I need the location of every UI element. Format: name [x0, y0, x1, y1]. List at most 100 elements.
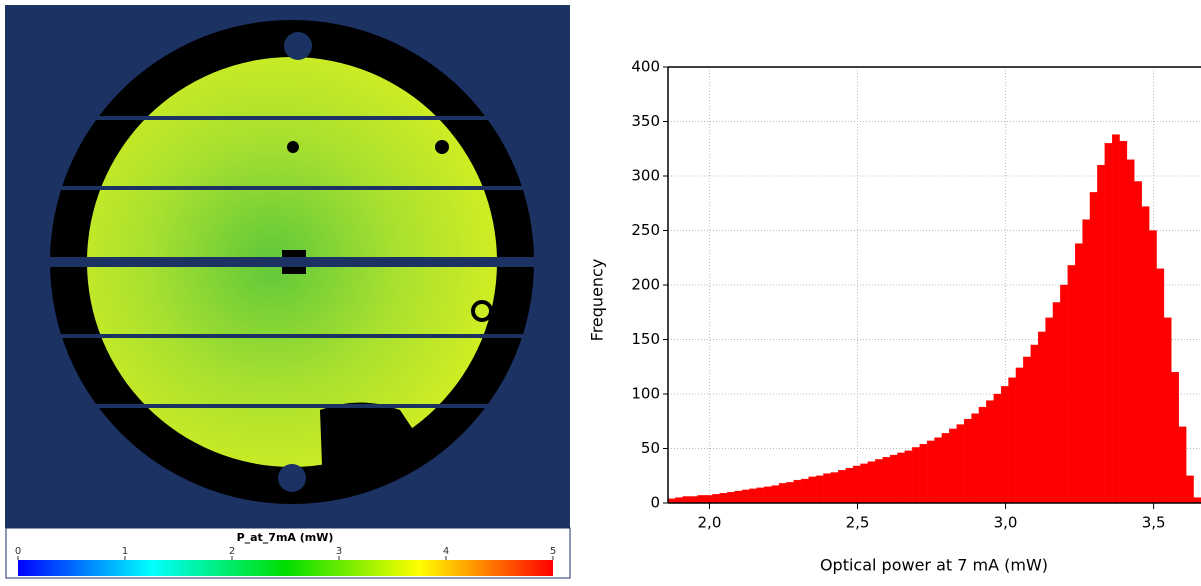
- bar: [1163, 317, 1172, 504]
- bar: [1104, 143, 1113, 504]
- bar: [786, 482, 794, 504]
- bar: [741, 489, 750, 504]
- bar: [778, 483, 787, 504]
- x-tick-label: 2,5: [846, 514, 870, 532]
- bar: [993, 393, 1002, 504]
- y-tick-label: 350: [631, 112, 660, 130]
- y-tick-label: 250: [631, 221, 660, 239]
- bar: [801, 478, 809, 504]
- colorbar-tick-label: 1: [122, 546, 128, 557]
- y-axis-label: Frequency: [588, 259, 607, 342]
- bar: [963, 418, 972, 504]
- colorbar-label: P_at_7mA (mW): [237, 531, 334, 544]
- stripe: [80, 404, 520, 408]
- bar: [912, 447, 920, 504]
- bar: [1156, 268, 1165, 504]
- bar: [1186, 475, 1194, 504]
- wafer-map: P_at_7mA (mW): [5, 5, 571, 579]
- bar: [682, 496, 691, 504]
- bar: [1067, 265, 1076, 504]
- stripe: [85, 116, 505, 120]
- bar: [1193, 497, 1201, 504]
- bar: [764, 486, 772, 504]
- bar: [926, 440, 935, 504]
- bar: [823, 473, 832, 504]
- x-tick-label: 3,5: [1142, 514, 1166, 532]
- bar: [882, 457, 891, 504]
- bar: [1060, 284, 1068, 504]
- bar: [690, 496, 698, 504]
- bar: [897, 452, 906, 504]
- y-tick-label: 0: [650, 494, 660, 512]
- x-tick-label: 2,0: [698, 514, 722, 532]
- bar: [712, 494, 720, 504]
- bar: [867, 461, 876, 504]
- bar: [1178, 426, 1187, 504]
- colorbar-tick-label: 2: [229, 546, 235, 557]
- bar: [756, 487, 765, 504]
- bar: [889, 454, 898, 504]
- hole: [278, 464, 306, 492]
- bar: [919, 443, 928, 504]
- colorbar-tick-label: 3: [336, 546, 342, 557]
- y-tick-label: 200: [631, 276, 660, 294]
- bar: [860, 463, 869, 504]
- bar: [808, 476, 817, 504]
- bar: [793, 479, 802, 504]
- colorbar-tick-label: 0: [15, 546, 21, 557]
- bar: [971, 413, 980, 504]
- bar: [704, 495, 713, 504]
- colorbar: [18, 560, 553, 576]
- ring-mark: [471, 300, 493, 322]
- bar: [1045, 317, 1054, 504]
- hole: [284, 32, 312, 60]
- bar: [1037, 331, 1046, 504]
- bar: [771, 485, 780, 504]
- colorbar-tick-label: 5: [550, 546, 556, 557]
- bar: [1082, 219, 1091, 504]
- bar: [1134, 181, 1142, 504]
- bar: [1126, 159, 1135, 504]
- bar: [956, 424, 965, 504]
- bar: [1119, 140, 1128, 504]
- bar: [1015, 367, 1024, 504]
- stripes: [50, 116, 570, 408]
- stripe: [60, 186, 530, 190]
- bar: [1000, 386, 1009, 504]
- bar: [949, 428, 957, 504]
- bar: [815, 475, 824, 504]
- x-axis-label: Optical power at 7 mA (mW): [820, 556, 1048, 575]
- bar: [986, 400, 994, 504]
- bar: [1141, 206, 1150, 504]
- bar: [934, 437, 943, 504]
- bar: [852, 465, 861, 504]
- bar: [838, 470, 846, 504]
- bar: [749, 488, 757, 504]
- bar: [941, 433, 950, 504]
- bar: [1075, 243, 1083, 504]
- bar: [1030, 344, 1039, 504]
- bar: [1052, 302, 1061, 504]
- bar: [1023, 356, 1031, 504]
- defect-area: [320, 402, 420, 466]
- y-tick-label: 150: [631, 330, 660, 348]
- bar: [1097, 164, 1105, 504]
- y-tick-label: 300: [631, 167, 660, 185]
- bar: [1089, 192, 1098, 504]
- bar: [675, 497, 683, 504]
- stripe: [50, 257, 570, 267]
- bar: [830, 472, 839, 504]
- bar: [1149, 230, 1157, 504]
- bar: [978, 406, 987, 504]
- bar: [904, 450, 913, 504]
- bar: [845, 467, 854, 504]
- spot: [435, 140, 449, 154]
- spot: [287, 141, 299, 153]
- y-tick-label: 50: [641, 439, 660, 457]
- bar: [1008, 377, 1017, 504]
- bar: [719, 493, 728, 504]
- bar: [875, 459, 883, 504]
- bar: [697, 495, 706, 504]
